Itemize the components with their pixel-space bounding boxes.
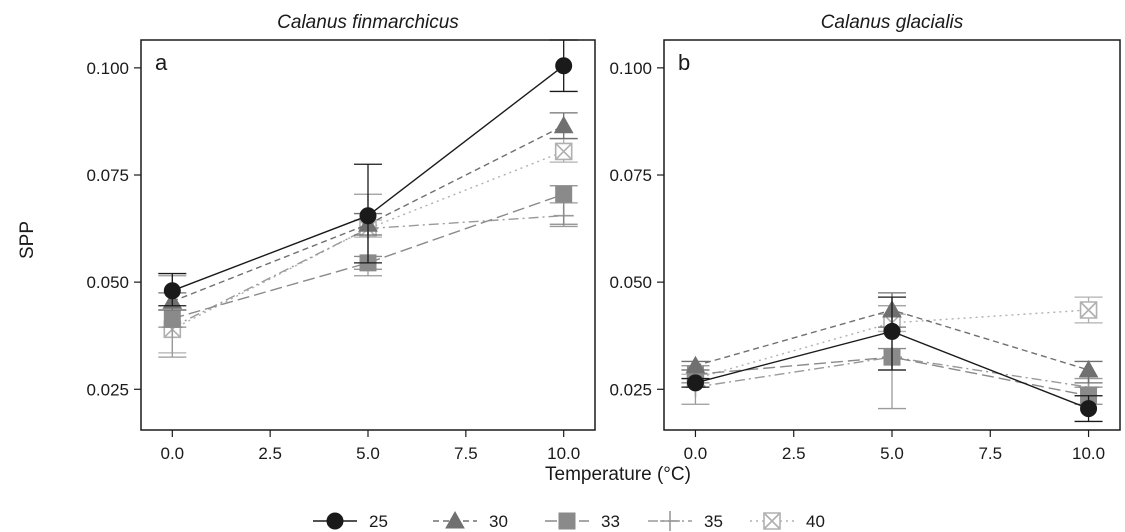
panel-a-letter: a [155, 50, 168, 75]
legend-key-marker [763, 512, 781, 530]
series-40-line [171, 150, 564, 330]
series-25-point [686, 374, 704, 392]
legend-key-marker [660, 511, 680, 531]
legend-key-marker [445, 510, 465, 529]
panel-b-title: Calanus glacialis [821, 12, 964, 33]
legend-label: 30 [489, 512, 508, 531]
series-35-line [695, 356, 1089, 388]
legend: 25 30 33 35 40 [313, 510, 825, 531]
y-tick-label: 0.075 [609, 166, 652, 185]
y-axis-title: SPP [17, 221, 38, 259]
legend-entry-33: 33 [545, 512, 620, 531]
x-tick-label: 0.0 [160, 444, 184, 463]
x-tick-label: 0.0 [684, 444, 708, 463]
y-tick-label: 0.075 [86, 166, 129, 185]
series-33-point [163, 310, 181, 328]
x-tick-label: 2.5 [782, 444, 806, 463]
series-40-point [554, 142, 573, 161]
y-tick-label: 0.025 [86, 380, 129, 399]
series-25 [681, 296, 1103, 423]
panel-b: Calanus glacialis b 0.025 0.050 0.075 0.100 0.… [609, 12, 1121, 463]
x-tick-label: 7.5 [978, 444, 1002, 463]
series-30-point [1078, 359, 1099, 378]
series-30-point [553, 115, 574, 134]
panel-a-title: Calanus finmarchicus [277, 12, 459, 33]
series-25-point [555, 57, 573, 75]
legend-label: 40 [806, 512, 825, 531]
x-tick-label: 5.0 [356, 444, 380, 463]
legend-key-marker [558, 512, 576, 530]
series-25-point [359, 207, 377, 225]
x-tick-label: 2.5 [258, 444, 282, 463]
series-25-point [883, 322, 901, 340]
legend-entry-35: 35 [648, 511, 723, 531]
y-tick-label: 0.050 [86, 273, 129, 292]
x-tick-label: 7.5 [454, 444, 478, 463]
series-25-point [1080, 400, 1098, 418]
x-axis-title: Temperature (°C) [545, 464, 691, 485]
series-25 [158, 39, 578, 307]
panels: Calanus finmarchicus a 0.025 0.050 0.075 0.10… [86, 12, 1121, 463]
y-tick-label: 0.025 [609, 380, 652, 399]
legend-entry-25: 25 [313, 512, 388, 531]
x-tick-label: 10.0 [1072, 444, 1105, 463]
legend-label: 33 [601, 512, 620, 531]
series-30-point [685, 355, 706, 374]
x-tick-label: 10.0 [547, 444, 580, 463]
panel-a: Calanus finmarchicus a 0.025 0.050 0.075 0.10… [86, 12, 596, 463]
y-tick-label: 0.050 [609, 273, 652, 292]
legend-key-marker [326, 512, 344, 530]
x-tick-label: 5.0 [880, 444, 904, 463]
series-33-point [555, 185, 573, 203]
panel-b-letter: b [678, 50, 690, 75]
legend-entry-30: 30 [433, 510, 508, 531]
y-tick-label: 0.100 [86, 59, 129, 78]
series-33-line [172, 193, 564, 320]
series-40-point [1079, 301, 1098, 319]
legend-entry-40: 40 [750, 512, 825, 531]
legend-label: 35 [704, 512, 723, 531]
y-tick-label: 0.100 [609, 59, 652, 78]
legend-label: 25 [369, 512, 388, 531]
series-35-line [171, 215, 564, 328]
series-25-point [163, 282, 181, 300]
